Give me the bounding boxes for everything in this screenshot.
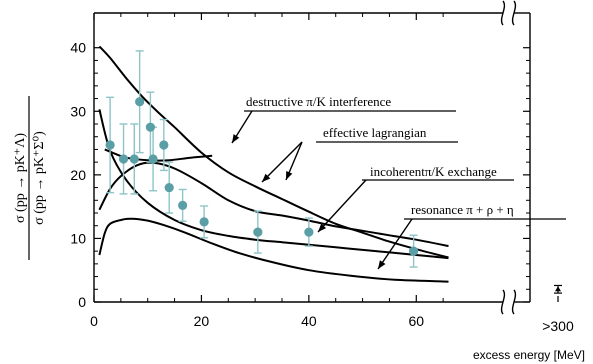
arrow-resonance-head: [378, 260, 386, 269]
model-curve-2: [98, 161, 449, 248]
x-axis-label: excess energy [MeV]: [473, 348, 585, 362]
annotation-resonance: resonance π + ρ + η: [411, 202, 514, 217]
data-point: [145, 122, 155, 132]
arrow-incoherent: [317, 179, 367, 233]
arrow-lagrangian-b-head: [286, 171, 293, 180]
data-point: [409, 246, 419, 256]
annotation-destructive-interference: destructive π/K interference: [246, 94, 391, 109]
y-tick-label: 10: [70, 230, 86, 246]
model-curve-0: [98, 45, 449, 259]
arrow-lagrangian-a-head: [262, 173, 271, 182]
data-point: [105, 140, 115, 150]
data-point: [304, 227, 314, 237]
model-curve-4: [98, 217, 449, 283]
data-point-break: [555, 286, 561, 292]
data-point: [129, 154, 139, 164]
chart-frame: [93, 0, 531, 315]
y-tick-label: 20: [70, 167, 86, 183]
axis-break-mark: [500, 0, 506, 26]
data-point: [253, 227, 263, 237]
y-tick-label: 0: [78, 294, 86, 310]
data-point: [148, 154, 158, 164]
y-axis-label: σ (pp → pK⁺Λ) σ (pp → pK⁺Σ⁰): [13, 96, 47, 260]
y-tick-label: 30: [70, 103, 86, 119]
annotation-arrows: [231, 110, 566, 270]
model-curve-1: [104, 148, 213, 162]
annotation-incoherent-exchange: incoherentπ/K exchange: [370, 164, 497, 179]
data-point: [135, 97, 145, 107]
y-tick-label: 40: [70, 40, 86, 56]
y-axis-label-numerator: σ (pp → pK⁺Λ): [13, 133, 28, 223]
x-tick-label: 0: [90, 313, 98, 329]
arrow-interference-head: [232, 134, 240, 143]
axis-break-mark: [511, 0, 517, 26]
model-curves: [98, 45, 449, 283]
x-tick-label: 20: [194, 313, 210, 329]
data-point: [199, 217, 209, 227]
axis-ticks: 0 20 40 60 0 10 20 30 40: [70, 13, 559, 329]
data-point: [178, 200, 188, 210]
arrow-resonance: [377, 218, 413, 270]
data-points: [105, 97, 561, 292]
data-point: [164, 182, 174, 193]
model-curve-3: [98, 109, 449, 260]
arrow-incoherent-head: [318, 223, 327, 232]
y-axis-label-denominator: σ (pp → pK⁺Σ⁰): [32, 131, 47, 225]
data-point: [159, 140, 169, 150]
data-point: [118, 154, 129, 164]
x-break-tick-label: >300: [542, 318, 574, 334]
axis-break-mark: [511, 289, 517, 315]
x-tick-label: 40: [301, 313, 317, 329]
axis-break-mark: [500, 289, 506, 315]
arrow-lagrangian-a: [261, 141, 303, 183]
x-tick-label: 60: [408, 313, 424, 329]
annotation-effective-lagrangian: effective lagrangian: [323, 125, 427, 140]
